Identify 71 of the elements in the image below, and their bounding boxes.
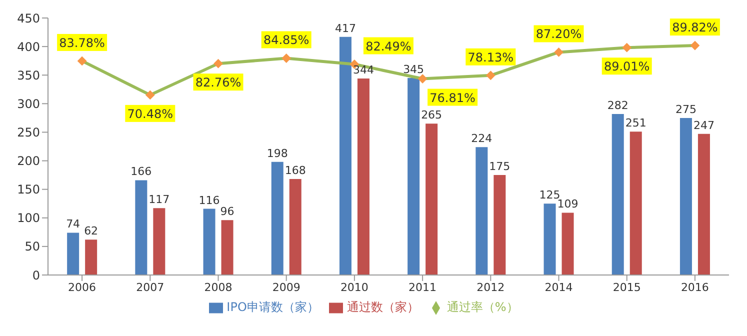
data-label: 84.85% bbox=[263, 33, 310, 48]
y-tick-label: 200 bbox=[17, 154, 40, 168]
legend-label: IPO申请数（家） bbox=[226, 300, 319, 314]
bar bbox=[698, 134, 710, 275]
legend-label: 通过数（家） bbox=[346, 300, 419, 314]
data-label: 275 bbox=[675, 102, 696, 116]
data-label: 70.48% bbox=[127, 106, 174, 121]
data-label: 78.13% bbox=[468, 50, 514, 64]
x-tick-label: 2006 bbox=[68, 280, 96, 294]
data-label: 87.20% bbox=[536, 27, 582, 42]
y-tick-label: 350 bbox=[17, 68, 40, 82]
x-tick-label: 2016 bbox=[680, 280, 709, 294]
data-label: 74 bbox=[66, 218, 80, 231]
bar bbox=[408, 78, 420, 275]
bar bbox=[339, 36, 352, 275]
bar bbox=[289, 179, 302, 275]
bar bbox=[494, 175, 506, 275]
x-tick-label: 2011 bbox=[408, 280, 437, 294]
data-label: 224 bbox=[471, 132, 492, 146]
y-tick-label: 300 bbox=[17, 96, 40, 111]
y-tick-label: 100 bbox=[17, 211, 40, 226]
bar bbox=[203, 208, 216, 275]
data-label: 76.81% bbox=[430, 90, 476, 105]
bar bbox=[153, 208, 166, 275]
y-tick-label: 50 bbox=[24, 240, 40, 254]
x-tick-label: 2014 bbox=[544, 280, 573, 294]
bar bbox=[680, 118, 692, 275]
data-label: 168 bbox=[284, 164, 306, 178]
data-label: 251 bbox=[625, 116, 646, 130]
data-label: 116 bbox=[198, 194, 220, 207]
bar bbox=[357, 78, 370, 275]
legend-label: 通过率（%） bbox=[446, 300, 518, 314]
bar bbox=[271, 162, 284, 275]
y-tick-label: 150 bbox=[17, 182, 40, 197]
bar bbox=[612, 114, 624, 275]
bar bbox=[562, 212, 574, 275]
bar bbox=[135, 180, 148, 275]
data-label: 166 bbox=[130, 165, 152, 178]
y-tick-label: 0 bbox=[32, 268, 40, 282]
bar bbox=[630, 132, 642, 275]
data-label: 83.78% bbox=[59, 36, 105, 50]
y-tick-label: 450 bbox=[17, 11, 40, 26]
y-tick-label: 400 bbox=[17, 40, 40, 54]
bar bbox=[221, 220, 234, 275]
data-label: 96 bbox=[220, 205, 234, 218]
x-tick-label: 2015 bbox=[612, 280, 641, 294]
y-tick-label: 250 bbox=[17, 125, 40, 140]
data-label: 345 bbox=[403, 62, 424, 76]
x-tick-label: 2009 bbox=[272, 280, 300, 294]
bar bbox=[67, 232, 80, 275]
data-label: 117 bbox=[148, 193, 170, 206]
data-label: 265 bbox=[421, 108, 442, 122]
data-label: 344 bbox=[352, 64, 374, 77]
x-tick-label: 2010 bbox=[340, 280, 368, 294]
data-label: 198 bbox=[266, 146, 288, 160]
data-label: 89.01% bbox=[604, 60, 650, 74]
bar bbox=[476, 147, 488, 275]
x-tick-label: 2012 bbox=[476, 280, 505, 294]
x-tick-label: 2008 bbox=[204, 280, 232, 294]
data-label: 62 bbox=[84, 224, 98, 238]
bar bbox=[544, 204, 556, 275]
data-label: 82.49% bbox=[366, 39, 412, 54]
data-label: 175 bbox=[489, 160, 510, 174]
x-tick-label: 2007 bbox=[136, 280, 164, 294]
bar bbox=[426, 124, 438, 275]
data-label: 82.76% bbox=[195, 76, 242, 90]
data-label: 417 bbox=[334, 22, 356, 35]
bar bbox=[85, 240, 98, 275]
data-label: 89.82% bbox=[672, 20, 718, 35]
data-label: 247 bbox=[693, 118, 714, 132]
data-label: 282 bbox=[607, 98, 628, 112]
